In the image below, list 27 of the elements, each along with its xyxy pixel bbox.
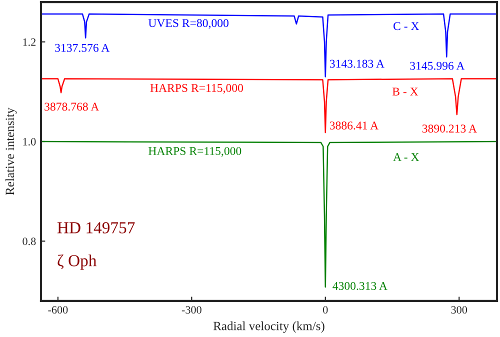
series-label: UVES R=80,000: [148, 19, 228, 29]
x-tick-label: 300: [451, 306, 468, 314]
annotation: C - X: [394, 22, 420, 30]
annotation: 3886.41 A: [330, 122, 378, 130]
y-tick-label: 1.2: [23, 38, 36, 46]
annotation: HD 149757: [57, 222, 135, 234]
x-tick-label: -300: [182, 306, 202, 314]
y-tick-label: 1.0: [23, 138, 36, 146]
series-label: HARPS R=115,000: [150, 84, 243, 94]
line-series: [41, 78, 497, 134]
annotation: 3143.183 A: [330, 60, 384, 68]
annotation: 3137.576 A: [55, 44, 110, 52]
x-tick-label: 0: [323, 306, 328, 314]
annotation: 3890.213 A: [422, 124, 477, 133]
line-series: [41, 13, 497, 78]
y-axis-title: Relative intensity: [5, 108, 17, 196]
line-series: [41, 140, 497, 288]
x-axis-title: Radial velocity (km/s): [213, 321, 324, 333]
x-tick-label: -600: [48, 306, 68, 314]
series-label: HARPS R=115,000: [148, 147, 242, 157]
annotation: 4300.313 A: [332, 282, 388, 290]
annotation: B - X: [392, 88, 418, 96]
annotation: 3878.768 A: [44, 102, 100, 111]
annotation: ζ Oph: [58, 254, 97, 270]
y-tick-label: 0.8: [22, 238, 36, 246]
annotation: A - X: [393, 153, 420, 161]
annotation: 3145.996 A: [410, 62, 465, 70]
